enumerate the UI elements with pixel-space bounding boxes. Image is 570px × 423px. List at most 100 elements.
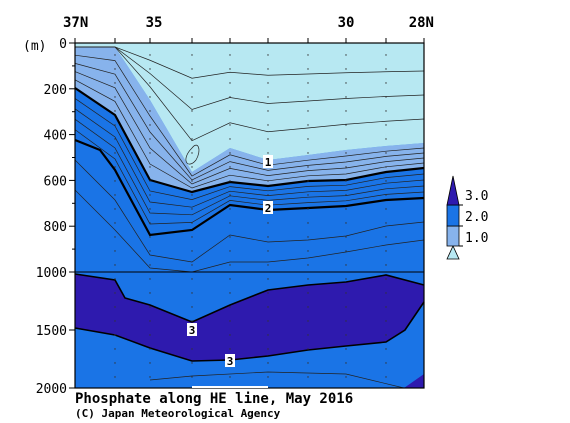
legend-label-2: 2.0 xyxy=(465,210,488,225)
contour-thick-3-lower xyxy=(74,301,425,362)
sample-dot xyxy=(267,236,269,238)
fill-bottom-corner xyxy=(404,374,424,388)
sample-dot xyxy=(307,194,309,196)
contour-thin-mid-1 xyxy=(74,108,425,208)
sample-dot xyxy=(114,68,116,70)
color-legend: 3.0 2.0 1.0 xyxy=(446,175,488,260)
sample-dot xyxy=(191,278,193,280)
sample-dot xyxy=(229,82,231,84)
sample-dot xyxy=(267,180,269,182)
contour-label-box xyxy=(263,155,273,168)
x-tick-label: 28N xyxy=(409,15,434,31)
sample-dot xyxy=(345,96,347,98)
sample-dot xyxy=(114,166,116,168)
sample-dot xyxy=(191,236,193,238)
sample-dot xyxy=(191,96,193,98)
sample-dot xyxy=(307,264,309,266)
sample-dot xyxy=(345,334,347,336)
legend-swatch-high xyxy=(446,175,460,206)
sample-dot xyxy=(149,166,151,168)
sample-dot xyxy=(307,152,309,154)
sample-dot xyxy=(267,96,269,98)
sample-dot xyxy=(229,208,231,210)
sample-dot xyxy=(345,152,347,154)
sample-dot xyxy=(149,152,151,154)
sample-dot xyxy=(267,124,269,126)
sample-dot xyxy=(229,166,231,168)
contour-label: 3 xyxy=(227,355,234,368)
sample-dot xyxy=(149,306,151,308)
sample-dot xyxy=(191,124,193,126)
y-tick-label: 1500 xyxy=(36,324,67,339)
sample-dot xyxy=(345,292,347,294)
sample-dot xyxy=(149,180,151,182)
frame-gap xyxy=(192,386,268,388)
sample-dot xyxy=(267,306,269,308)
thin-contours xyxy=(74,46,425,389)
sample-dot xyxy=(149,334,151,336)
sample-dot xyxy=(114,250,116,252)
contour-label: 1 xyxy=(265,156,272,169)
sample-dot xyxy=(345,264,347,266)
y-axis: 0 200 400 600 800 1000 1500 2000 xyxy=(36,37,75,397)
sample-dot xyxy=(114,278,116,280)
sample-dot xyxy=(114,236,116,238)
sample-dot xyxy=(307,306,309,308)
contour-thin-upper-3 xyxy=(74,79,425,189)
sample-dot xyxy=(345,236,347,238)
sample-dot xyxy=(229,348,231,350)
sample-dot xyxy=(307,236,309,238)
sample-dot xyxy=(385,110,387,112)
sample-dot xyxy=(345,124,347,126)
contour-thin-deep-1 xyxy=(74,189,425,273)
contour-thin-surface-1 xyxy=(75,46,425,110)
sample-dot xyxy=(307,320,309,322)
x-tick-label: 35 xyxy=(146,15,163,31)
sample-dot xyxy=(229,110,231,112)
sample-dot xyxy=(191,166,193,168)
chart-title: Phosphate along HE line, May 2016 xyxy=(75,391,353,407)
contour-thin-upper-1 xyxy=(74,63,425,181)
contour-thin-deep-0 xyxy=(74,159,425,263)
sample-dot xyxy=(307,222,309,224)
sample-dot xyxy=(307,166,309,168)
sample-dot xyxy=(191,208,193,210)
sample-dot xyxy=(307,292,309,294)
sample-dot xyxy=(114,96,116,98)
legend-swatch-1-2 xyxy=(446,225,460,247)
sample-dot xyxy=(149,376,151,378)
x-tick-label: 30 xyxy=(338,15,355,31)
sample-dot xyxy=(345,110,347,112)
sample-dot xyxy=(229,376,231,378)
sample-dot xyxy=(307,250,309,252)
sample-dot xyxy=(114,376,116,378)
sample-dot xyxy=(385,194,387,196)
sample-dot xyxy=(114,110,116,112)
sample-dot xyxy=(149,110,151,112)
sample-dot xyxy=(191,82,193,84)
sample-dot xyxy=(229,96,231,98)
sample-dot xyxy=(149,264,151,266)
sample-dot xyxy=(149,68,151,70)
fill-above-3-band xyxy=(75,274,424,361)
sample-dot xyxy=(345,180,347,182)
sample-dot xyxy=(229,306,231,308)
contour-thick-1 xyxy=(74,87,425,194)
sample-dot xyxy=(385,278,387,280)
sample-dot xyxy=(149,208,151,210)
sample-dot xyxy=(114,222,116,224)
sample-dot xyxy=(191,320,193,322)
sample-dot xyxy=(114,152,116,154)
sample-dot xyxy=(114,208,116,210)
sample-dot xyxy=(385,264,387,266)
sample-dot xyxy=(149,250,151,252)
sample-dot xyxy=(114,138,116,140)
sample-dot xyxy=(267,264,269,266)
sample-dot xyxy=(191,110,193,112)
contour-thin-surface-2 xyxy=(75,46,425,142)
sample-dot xyxy=(149,278,151,280)
contour-thin-upper-0 xyxy=(74,54,425,177)
fill-below-1 xyxy=(75,43,424,172)
sample-dot xyxy=(307,82,309,84)
sample-dot xyxy=(385,292,387,294)
